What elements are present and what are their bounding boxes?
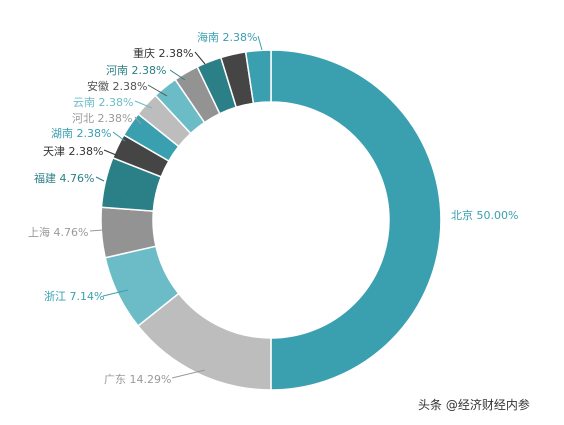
slice-labels: 北京 50.00% 广东 14.29% 浙江 7.14% 上海 4.76% 福建 4.7… <box>28 30 518 386</box>
leader-line-上海 <box>89 229 104 232</box>
donut-slices <box>100 49 442 391</box>
slice-label-重庆: 重庆 2.38% <box>133 46 193 60</box>
slice-label-天津: 天津 2.38% <box>43 145 103 158</box>
slice-label-云南: 云南 2.38% <box>73 96 133 109</box>
leader-line-福建 <box>95 176 105 182</box>
watermark: 头条 @经济财经内参 <box>418 398 530 412</box>
leader-line-河南 <box>169 69 186 81</box>
leader-line-广东 <box>171 369 206 379</box>
leader-line-海南 <box>257 35 263 51</box>
slice-北京 <box>270 49 442 391</box>
slice-label-广东: 广东 14.29% <box>104 373 171 386</box>
slice-label-海南: 海南 2.38% <box>197 30 257 44</box>
slice-label-浙江: 浙江 7.14% <box>44 290 104 303</box>
slice-label-河南: 河南 2.38% <box>106 64 166 77</box>
slice-label-湖南: 湖南 2.38% <box>51 127 111 140</box>
slice-label-河北: 河北 2.38% <box>72 112 132 125</box>
slice-海南 <box>244 49 272 105</box>
leader-line-天津 <box>103 149 117 156</box>
leader-line-安徽 <box>147 84 168 97</box>
slice-label-上海: 上海 4.76% <box>28 225 88 239</box>
leader-line-河北 <box>134 116 142 125</box>
slice-label-北京: 北京 50.00% <box>451 208 518 222</box>
leader-line-湖南 <box>112 131 126 142</box>
slice-label-安徽: 安徽 2.38% <box>87 79 147 93</box>
leader-line-浙江 <box>102 289 129 297</box>
leader-line-重庆 <box>194 51 206 65</box>
leader-line-云南 <box>134 100 153 109</box>
slice-label-福建: 福建 4.76% <box>34 171 94 185</box>
